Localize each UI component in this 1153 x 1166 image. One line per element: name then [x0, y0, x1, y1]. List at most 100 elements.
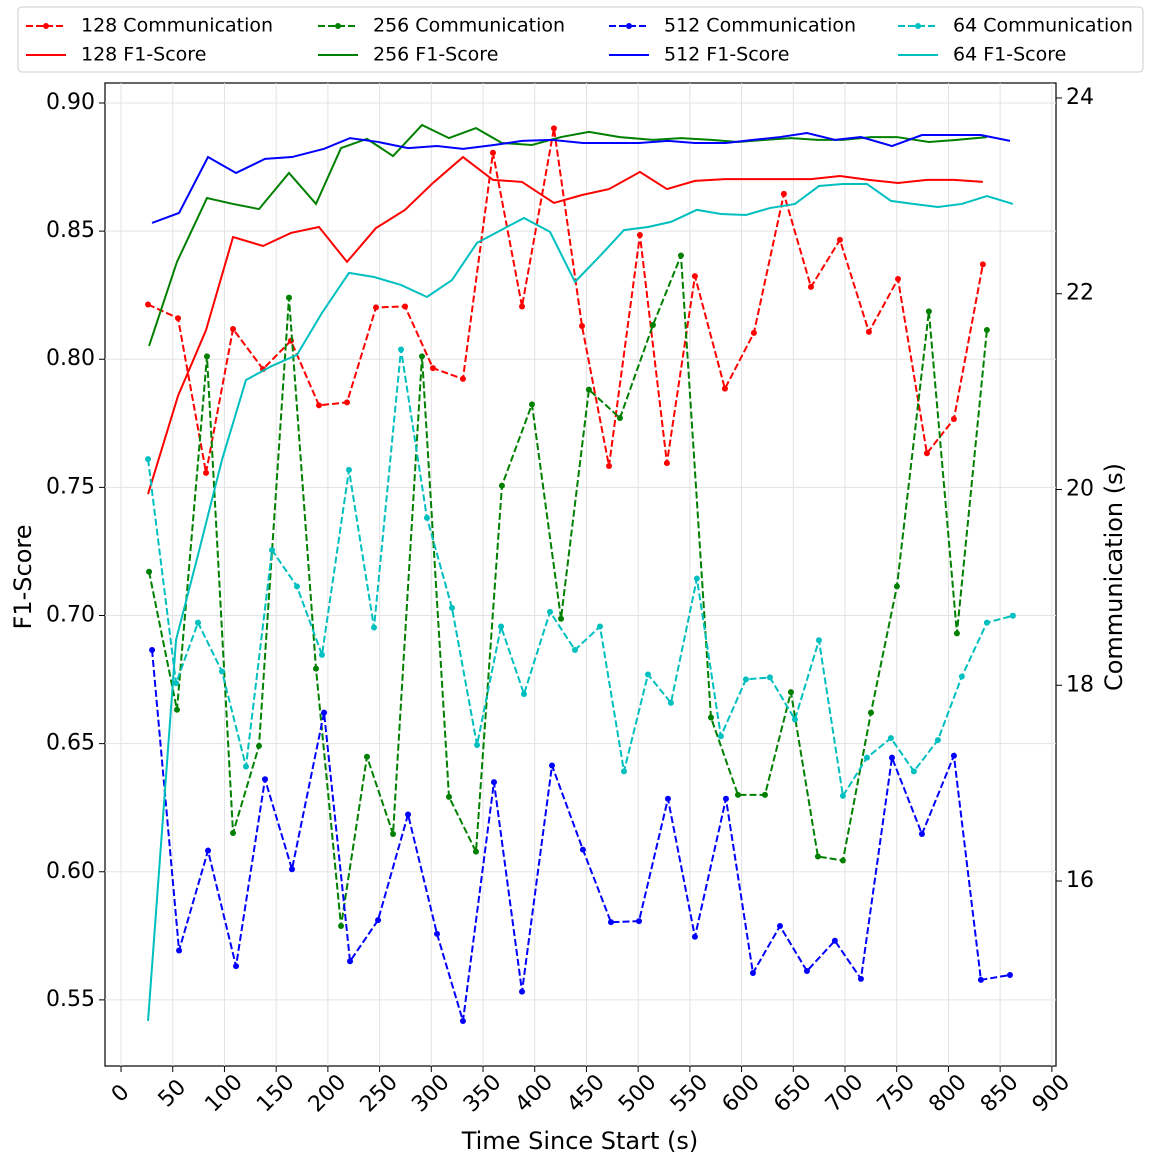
x-tick-label: 0: [107, 1080, 135, 1108]
point: [894, 276, 901, 283]
point: [953, 630, 960, 637]
point: [780, 190, 787, 197]
point: [176, 947, 183, 954]
point: [750, 329, 757, 336]
series-line: [147, 155, 983, 495]
point: [749, 970, 756, 977]
legend-label: 512 Communication: [664, 15, 856, 37]
point: [230, 830, 237, 837]
point: [579, 846, 586, 853]
point: [925, 308, 932, 315]
point: [175, 315, 182, 322]
y2-axis-label: Communication (s): [1100, 463, 1128, 691]
plot-frame: [104, 82, 1057, 1067]
y2-tick-label: 18: [1066, 672, 1094, 697]
series-line: [147, 182, 1014, 1021]
y2-tick-label: 20: [1066, 476, 1094, 501]
legend-label: 512 F1-Score: [664, 44, 789, 66]
legend-label: 128 F1-Score: [81, 44, 206, 66]
point: [145, 301, 152, 308]
x-tick-label: 750: [873, 1070, 920, 1117]
point: [315, 402, 322, 409]
point: [218, 668, 225, 675]
point: [958, 673, 965, 680]
point: [347, 958, 354, 965]
point: [761, 791, 768, 798]
point: [983, 326, 990, 333]
y2-tick-label: 22: [1066, 281, 1094, 306]
point: [596, 623, 603, 630]
point: [372, 304, 379, 311]
point: [644, 671, 651, 678]
point: [605, 463, 612, 470]
point: [734, 791, 741, 798]
point: [423, 514, 430, 521]
x-tick-label: 250: [356, 1070, 403, 1117]
point: [194, 619, 201, 626]
point: [742, 676, 749, 683]
point: [887, 735, 894, 742]
y-tick-label: 0.65: [46, 731, 95, 756]
x-tick-label: 600: [718, 1070, 765, 1117]
point: [233, 963, 240, 970]
legend-marker: [915, 23, 921, 29]
legend-marker: [335, 23, 341, 29]
x-tick-label: 400: [511, 1070, 558, 1117]
point: [836, 236, 843, 243]
point: [230, 325, 237, 332]
y-tick-label: 0.70: [46, 603, 95, 628]
x-tick-label: 700: [821, 1070, 868, 1117]
point: [145, 456, 152, 463]
point: [528, 401, 535, 408]
point: [288, 866, 295, 873]
point: [620, 768, 627, 775]
point: [863, 754, 870, 761]
y-tick-label: 0.55: [46, 987, 95, 1012]
point: [918, 831, 925, 838]
point: [474, 741, 481, 748]
x-tick-label: 350: [459, 1070, 506, 1117]
y-tick-label: 0.75: [46, 474, 95, 499]
point: [173, 680, 180, 687]
point: [807, 283, 814, 290]
point: [547, 608, 554, 615]
point: [405, 811, 412, 818]
point: [649, 322, 656, 329]
point: [664, 795, 671, 802]
point: [312, 665, 319, 672]
point: [363, 753, 370, 760]
point: [550, 125, 557, 132]
x-tick-label: 900: [1028, 1070, 1075, 1117]
x-tick-label: 550: [666, 1070, 713, 1117]
point: [691, 273, 698, 280]
series-line: [147, 128, 984, 474]
point: [722, 795, 729, 802]
point: [636, 232, 643, 239]
point: [445, 793, 452, 800]
point: [149, 647, 156, 654]
point: [677, 252, 684, 259]
point: [607, 919, 614, 926]
point: [419, 353, 425, 360]
x-tick-label: 500: [614, 1070, 661, 1117]
point: [558, 615, 565, 622]
point: [375, 917, 382, 924]
series-line: [151, 131, 1011, 224]
point: [616, 415, 623, 422]
point: [815, 637, 822, 644]
point: [923, 450, 930, 457]
y2-tick-label: 16: [1066, 868, 1094, 893]
series-line: [151, 649, 1011, 1022]
point: [173, 706, 180, 713]
y2-tick-label: 24: [1066, 85, 1094, 110]
legend-label: 256 F1-Score: [373, 44, 498, 66]
point: [269, 547, 276, 554]
point: [667, 699, 674, 706]
legend-marker: [626, 23, 632, 29]
point: [338, 923, 345, 930]
point: [293, 583, 300, 590]
point: [390, 831, 397, 838]
y-tick-label: 0.85: [46, 218, 95, 243]
